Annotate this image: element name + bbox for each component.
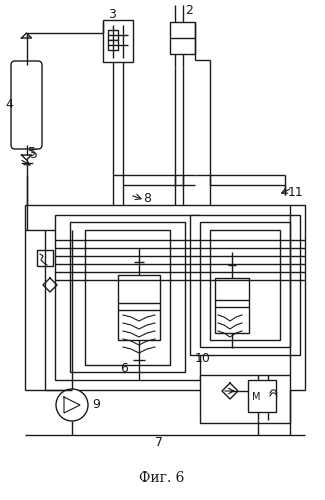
Bar xyxy=(55,215,200,380)
Bar xyxy=(118,275,160,340)
Bar xyxy=(215,278,249,333)
Text: 11: 11 xyxy=(288,186,304,198)
Text: 8: 8 xyxy=(143,192,151,204)
Text: 3: 3 xyxy=(108,8,116,22)
Bar xyxy=(103,20,133,62)
Bar xyxy=(37,250,53,266)
Circle shape xyxy=(56,389,88,421)
Text: 6: 6 xyxy=(120,362,128,374)
Text: 9: 9 xyxy=(92,398,100,411)
Text: 10: 10 xyxy=(195,352,211,364)
Bar xyxy=(170,22,195,54)
Text: 5: 5 xyxy=(28,146,36,158)
Bar xyxy=(200,375,290,423)
Bar xyxy=(70,222,185,372)
Bar xyxy=(85,230,170,365)
Bar xyxy=(25,205,305,390)
Bar xyxy=(248,380,276,412)
Bar xyxy=(210,230,280,340)
Bar xyxy=(108,30,118,40)
Text: Фиг. 6: Фиг. 6 xyxy=(139,471,185,485)
Text: 4: 4 xyxy=(5,98,13,112)
Bar xyxy=(108,40,118,50)
Bar xyxy=(190,215,300,355)
Bar xyxy=(200,222,290,347)
Text: 5: 5 xyxy=(30,148,38,162)
Text: 7: 7 xyxy=(155,436,163,448)
FancyBboxPatch shape xyxy=(11,61,42,149)
Text: M: M xyxy=(252,392,261,402)
Text: 2: 2 xyxy=(185,4,193,16)
